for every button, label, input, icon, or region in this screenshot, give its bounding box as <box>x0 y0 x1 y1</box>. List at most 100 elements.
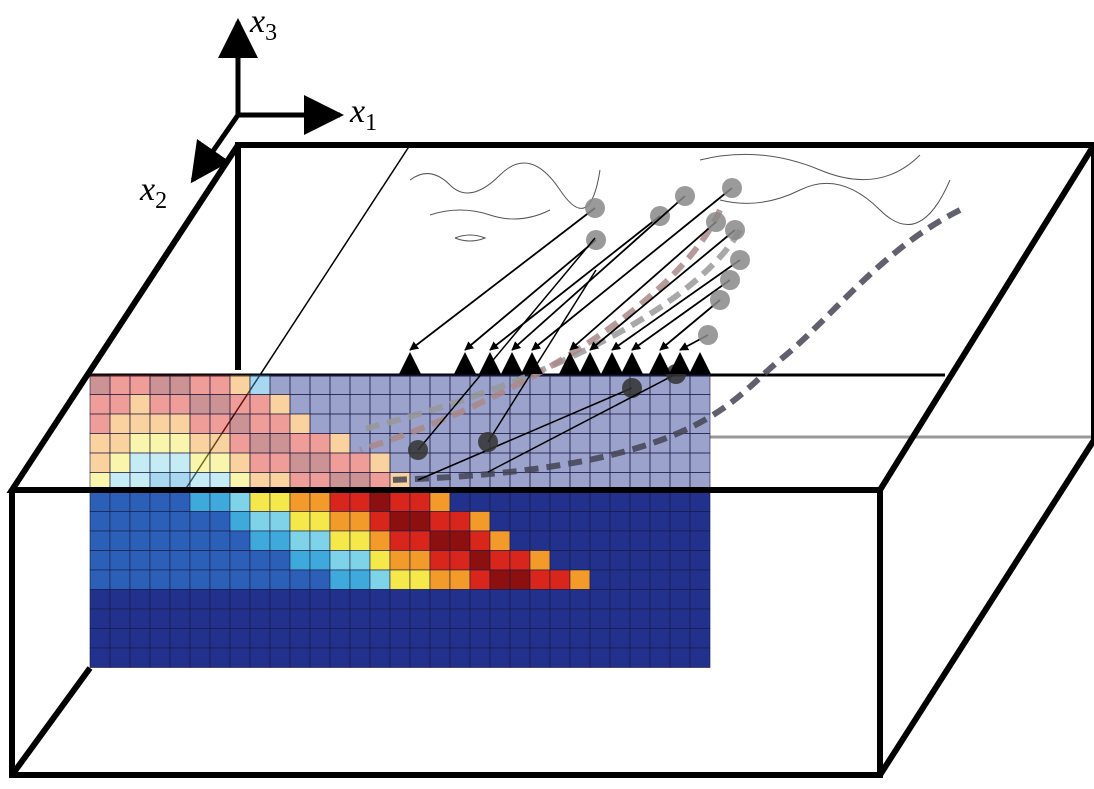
heat-cell <box>230 512 250 532</box>
heat-cell <box>490 492 510 512</box>
heat-cell <box>150 648 170 668</box>
heat-cell <box>130 590 150 610</box>
heat-cell <box>190 629 210 649</box>
heat-cell <box>310 551 330 571</box>
heat-cell <box>470 590 490 610</box>
event-circle <box>622 378 642 398</box>
heat-cell <box>350 648 370 668</box>
heat-cell <box>690 512 710 532</box>
heat-cell <box>690 551 710 571</box>
heat-cell <box>690 395 710 415</box>
heat-cell <box>230 570 250 590</box>
heat-cell <box>330 492 350 512</box>
heat-cell <box>590 648 610 668</box>
heat-cell <box>250 512 270 532</box>
heat-cell <box>450 629 470 649</box>
heat-cell <box>650 512 670 532</box>
heat-cell <box>150 570 170 590</box>
heat-cell <box>90 395 110 415</box>
heat-cell <box>210 434 230 454</box>
heat-cell <box>310 414 330 434</box>
heat-cell <box>370 512 390 532</box>
heat-cell <box>530 609 550 629</box>
heat-cell <box>90 551 110 571</box>
heat-cell <box>150 434 170 454</box>
heat-cell <box>430 375 450 395</box>
heat-cell <box>430 551 450 571</box>
heat-cell <box>390 590 410 610</box>
heat-cell <box>390 395 410 415</box>
heat-cell <box>590 434 610 454</box>
heat-cell <box>130 453 150 473</box>
heat-cell <box>170 375 190 395</box>
heat-cell <box>610 590 630 610</box>
heat-cell <box>110 629 130 649</box>
heat-cell <box>250 453 270 473</box>
heat-cell <box>170 512 190 532</box>
heat-cell <box>290 453 310 473</box>
heat-cell <box>110 492 130 512</box>
heat-cell <box>650 629 670 649</box>
event-circle <box>720 270 740 290</box>
heat-cell <box>550 609 570 629</box>
heat-cell <box>670 512 690 532</box>
heat-cell <box>330 414 350 434</box>
heat-cell <box>470 512 490 532</box>
heat-cell <box>390 570 410 590</box>
heat-cell <box>630 648 650 668</box>
heat-cell <box>150 551 170 571</box>
heat-cell <box>250 492 270 512</box>
heat-cell <box>290 531 310 551</box>
heat-cell <box>330 590 350 610</box>
heat-cell <box>670 570 690 590</box>
heat-cell <box>450 609 470 629</box>
heat-cell <box>550 395 570 415</box>
heat-cell <box>270 434 290 454</box>
heat-cell <box>570 512 590 532</box>
heat-cell <box>190 414 210 434</box>
heat-cell <box>370 629 390 649</box>
heat-cell <box>650 551 670 571</box>
heat-cell <box>630 570 650 590</box>
heat-cell <box>450 492 470 512</box>
heat-cell <box>90 629 110 649</box>
heat-cell <box>410 492 430 512</box>
heat-cell <box>370 492 390 512</box>
heat-cell <box>290 590 310 610</box>
heat-cell <box>570 590 590 610</box>
axis-label: x3 <box>249 3 277 46</box>
heat-cell <box>310 512 330 532</box>
heat-cell <box>90 375 110 395</box>
heat-cell <box>250 570 270 590</box>
heat-cell <box>550 492 570 512</box>
heat-cell <box>130 629 150 649</box>
heat-cell <box>130 648 150 668</box>
heat-cell <box>170 609 190 629</box>
heat-cell <box>530 512 550 532</box>
heat-cell <box>570 492 590 512</box>
heat-cell <box>150 395 170 415</box>
heat-cell <box>310 434 330 454</box>
heat-cell <box>690 570 710 590</box>
heat-cell <box>210 590 230 610</box>
heat-cell <box>690 434 710 454</box>
heat-cell <box>550 512 570 532</box>
heat-cell <box>390 609 410 629</box>
heat-cell <box>330 551 350 571</box>
heat-cell <box>90 434 110 454</box>
station <box>669 352 691 374</box>
heat-cell <box>530 434 550 454</box>
heat-cell <box>190 453 210 473</box>
heat-cell <box>470 492 490 512</box>
diagram: x3 x1 x2 <box>0 0 1094 789</box>
heat-cell <box>210 492 230 512</box>
heat-cell <box>570 531 590 551</box>
event-circle <box>730 250 750 270</box>
heat-cell <box>130 609 150 629</box>
heat-cell <box>90 414 110 434</box>
heat-cell <box>330 434 350 454</box>
heat-cell <box>230 375 250 395</box>
heat-cell <box>230 609 250 629</box>
heat-cell <box>350 453 370 473</box>
event-circle <box>675 186 695 206</box>
